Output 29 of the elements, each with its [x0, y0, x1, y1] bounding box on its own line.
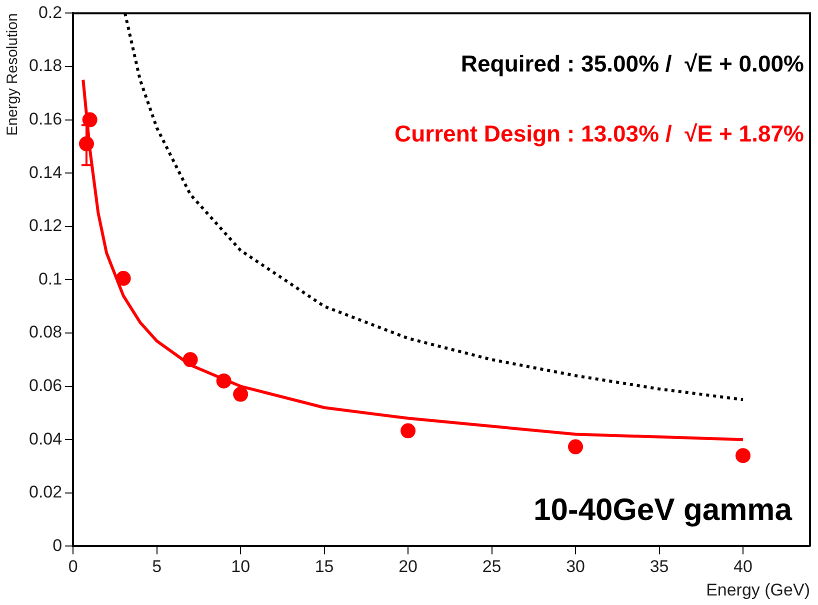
y-tick-label: 0.18	[28, 56, 62, 76]
x-tick-label: 30	[566, 557, 585, 576]
annotation: 10-40GeV gamma	[534, 492, 793, 528]
x-tick-label: 0	[68, 557, 78, 576]
x-tick-label: 35	[650, 557, 669, 576]
y-tick-label: 0.08	[28, 322, 62, 342]
text: Required : 35.00% / √E + 0.00%	[460, 50, 804, 77]
point	[736, 448, 751, 464]
x-tick-label: 20	[398, 557, 418, 576]
y-tick-label: 0	[52, 536, 62, 555]
point	[400, 423, 416, 438]
x-tick-label: 15	[314, 557, 334, 576]
y-tick-label: 0.02	[28, 482, 62, 502]
y-tick-label: 0.1	[38, 269, 62, 288]
y-tick-label: 0.12	[28, 216, 62, 236]
text: Current Design : 13.03% / √E + 1.87%	[394, 120, 804, 147]
point	[233, 386, 248, 402]
y-tick-label: 0.06	[28, 376, 62, 395]
x-tick-label: 25	[482, 557, 502, 576]
x-tick-label: 5	[152, 557, 162, 576]
x-tick-label: 40	[734, 557, 752, 576]
x-axis-title: Energy (GeV)	[706, 580, 810, 600]
y-tick-label: 0.16	[28, 109, 62, 128]
y-tick-label: 0.2	[38, 2, 62, 22]
y-tick-label: 0.14	[28, 162, 62, 182]
x-tick-label: 10	[231, 557, 250, 576]
y-tick-label: 0.04	[28, 429, 62, 448]
y-axis-title: Energy Resolution	[4, 13, 22, 136]
point	[568, 439, 584, 454]
